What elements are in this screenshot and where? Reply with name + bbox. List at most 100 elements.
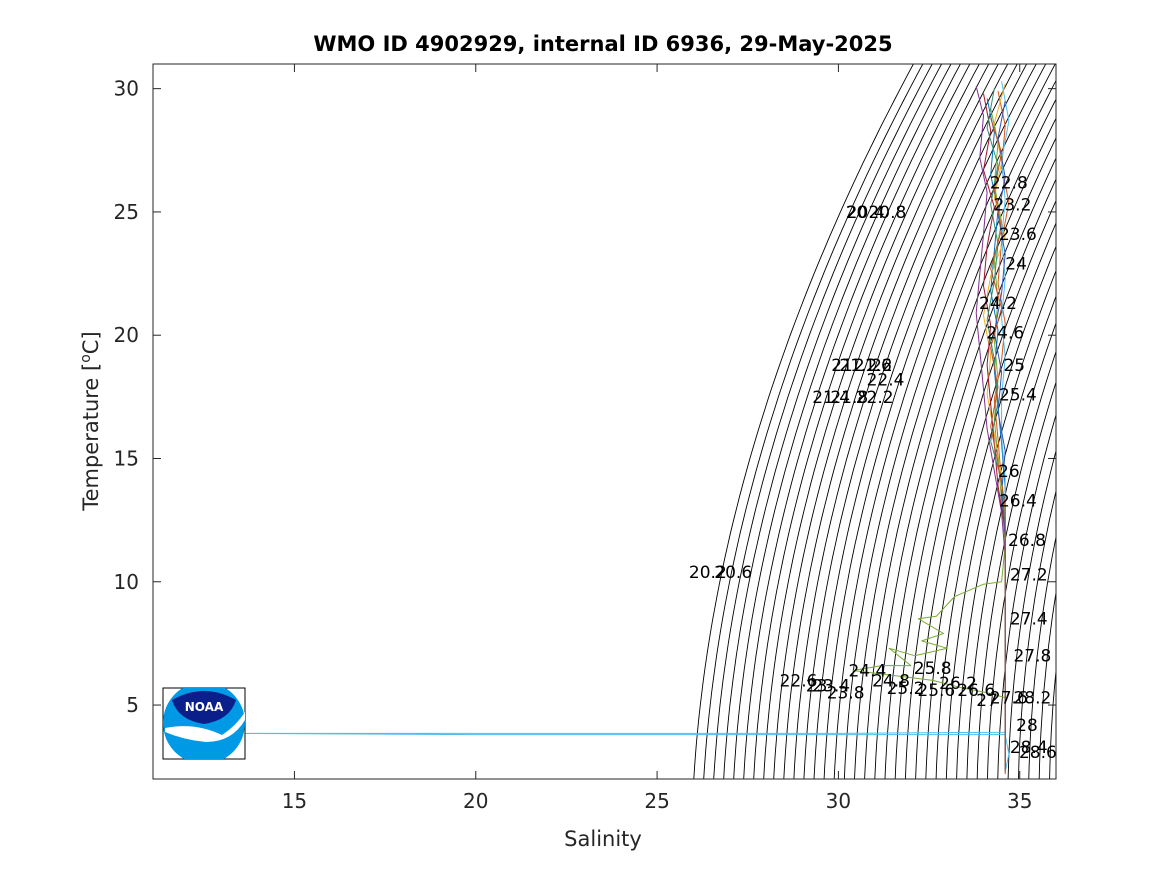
contour-label: 24.4 bbox=[848, 662, 886, 682]
density-contour-line bbox=[723, 64, 942, 779]
contour-label: 27.2 bbox=[1010, 565, 1048, 585]
density-contour-line bbox=[976, 350, 1056, 779]
density-contour-line bbox=[753, 64, 971, 779]
density-contour-line bbox=[904, 178, 1056, 779]
contour-label: 22 bbox=[871, 356, 893, 376]
noaa-logo: NOAA bbox=[162, 687, 246, 760]
logo-wave bbox=[165, 712, 245, 742]
density-contour-line bbox=[743, 64, 961, 779]
x-tick-label: 30 bbox=[826, 789, 851, 813]
contour-label: 28.4 bbox=[1010, 738, 1048, 758]
contour-label: 25.2 bbox=[887, 679, 925, 699]
contour-label: 23.6 bbox=[999, 225, 1037, 245]
density-contour-line bbox=[997, 413, 1056, 779]
contour-label: 27.6 bbox=[990, 689, 1028, 709]
plot-frame bbox=[152, 63, 1057, 780]
contour-label: 27.8 bbox=[1013, 647, 1051, 667]
contour-label: 22.4 bbox=[867, 371, 905, 391]
contour-label: 24.6 bbox=[986, 324, 1024, 344]
profile-lines bbox=[239, 81, 1010, 775]
density-contour-line bbox=[823, 64, 1037, 779]
density-contour-line bbox=[763, 64, 980, 779]
contour-label: 27 bbox=[976, 691, 998, 711]
density-contour-line bbox=[894, 157, 1056, 779]
density-contour-line bbox=[1018, 489, 1056, 779]
contour-label: 25 bbox=[1003, 356, 1025, 376]
contour-label: 24.2 bbox=[979, 294, 1017, 314]
density-contour-line bbox=[693, 64, 914, 779]
contour-label: 23.8 bbox=[827, 684, 865, 704]
density-contour-line bbox=[1038, 590, 1056, 779]
profile-series-line bbox=[990, 118, 1006, 775]
contour-label: 20.6 bbox=[714, 563, 752, 583]
contour-label: 26.2 bbox=[939, 674, 977, 694]
contour-label: 20 bbox=[846, 203, 868, 223]
x-axis-label: Salinity bbox=[564, 827, 642, 851]
y-tick-label: 5 bbox=[126, 693, 139, 717]
density-contour-line bbox=[733, 64, 952, 779]
contour-label: 26.4 bbox=[999, 491, 1037, 511]
contour-label: 21 bbox=[831, 356, 853, 376]
contour-label: 20.2 bbox=[689, 563, 727, 583]
profile-series-line bbox=[852, 108, 1006, 762]
y-axis-label: Temperature [oC] bbox=[78, 331, 103, 511]
density-contour-line bbox=[843, 64, 1056, 779]
density-contour-line bbox=[874, 117, 1056, 779]
density-contour-line bbox=[854, 79, 1056, 779]
density-contour-line bbox=[803, 64, 1018, 779]
density-contour-line bbox=[773, 64, 990, 779]
density-contour-line bbox=[966, 321, 1056, 779]
contour-label: 28.2 bbox=[1013, 689, 1051, 709]
contour-label: 21.4 bbox=[812, 388, 850, 408]
contour-label: 25.4 bbox=[999, 385, 1037, 405]
density-contour-line bbox=[956, 295, 1056, 779]
contour-label: 21.6 bbox=[854, 356, 892, 376]
density-contour-line bbox=[1028, 534, 1056, 779]
contour-label: 22.8 bbox=[990, 173, 1028, 193]
contour-label: 27.4 bbox=[1010, 610, 1048, 630]
density-contour-line bbox=[864, 98, 1056, 779]
density-contour-line bbox=[987, 380, 1056, 779]
plot-area bbox=[153, 64, 1056, 779]
contour-label: 26 bbox=[998, 462, 1020, 482]
density-contour-line bbox=[833, 64, 1047, 779]
contour-label: 25.6 bbox=[917, 681, 955, 701]
y-tick-label: 25 bbox=[114, 200, 139, 224]
y-tick-label: 20 bbox=[114, 323, 139, 347]
density-contour-line bbox=[1007, 449, 1056, 779]
contour-label: 21.8 bbox=[830, 388, 868, 408]
density-contour-line bbox=[783, 64, 999, 779]
contour-label: 26.8 bbox=[1008, 531, 1046, 551]
y-tick-label: 15 bbox=[114, 446, 139, 470]
contour-label: 25.8 bbox=[914, 659, 952, 679]
y-axis-label-main: Temperature [ bbox=[79, 363, 103, 512]
x-axis: 15 20 25 30 35 bbox=[282, 64, 1032, 813]
contour-label: 20.4 bbox=[847, 203, 885, 223]
y-tick-label: 30 bbox=[114, 77, 139, 101]
density-contour-line bbox=[884, 136, 1056, 779]
contour-label: 26.6 bbox=[957, 681, 995, 701]
contour-label: 28 bbox=[1016, 716, 1038, 736]
x-tick-label: 35 bbox=[1007, 789, 1032, 813]
y-tick-label: 10 bbox=[114, 570, 139, 594]
contour-label: 21.2 bbox=[839, 356, 877, 376]
density-contour-line bbox=[945, 269, 1056, 779]
x-tick-label: 25 bbox=[644, 789, 669, 813]
contour-label: 24.8 bbox=[872, 671, 910, 691]
contour-label: 24 bbox=[1005, 255, 1027, 275]
density-contour-line bbox=[915, 199, 1056, 779]
contour-label: 23.2 bbox=[994, 196, 1032, 216]
logo-bird bbox=[172, 691, 236, 724]
density-contour-line bbox=[813, 64, 1027, 779]
y-axis: 5 10 15 20 25 30 bbox=[114, 77, 1056, 717]
x-tick-label: 20 bbox=[463, 789, 488, 813]
contour-label: 22.6 bbox=[780, 671, 818, 691]
y-axis-label-unit: C] bbox=[79, 331, 103, 354]
density-contour-line bbox=[793, 64, 1009, 779]
density-contour-line bbox=[713, 64, 933, 779]
y-axis-label-superscript: o bbox=[78, 354, 94, 363]
chart-title: WMO ID 4902929, internal ID 6936, 29-May… bbox=[313, 32, 892, 56]
contour-label: 23 bbox=[806, 676, 828, 696]
